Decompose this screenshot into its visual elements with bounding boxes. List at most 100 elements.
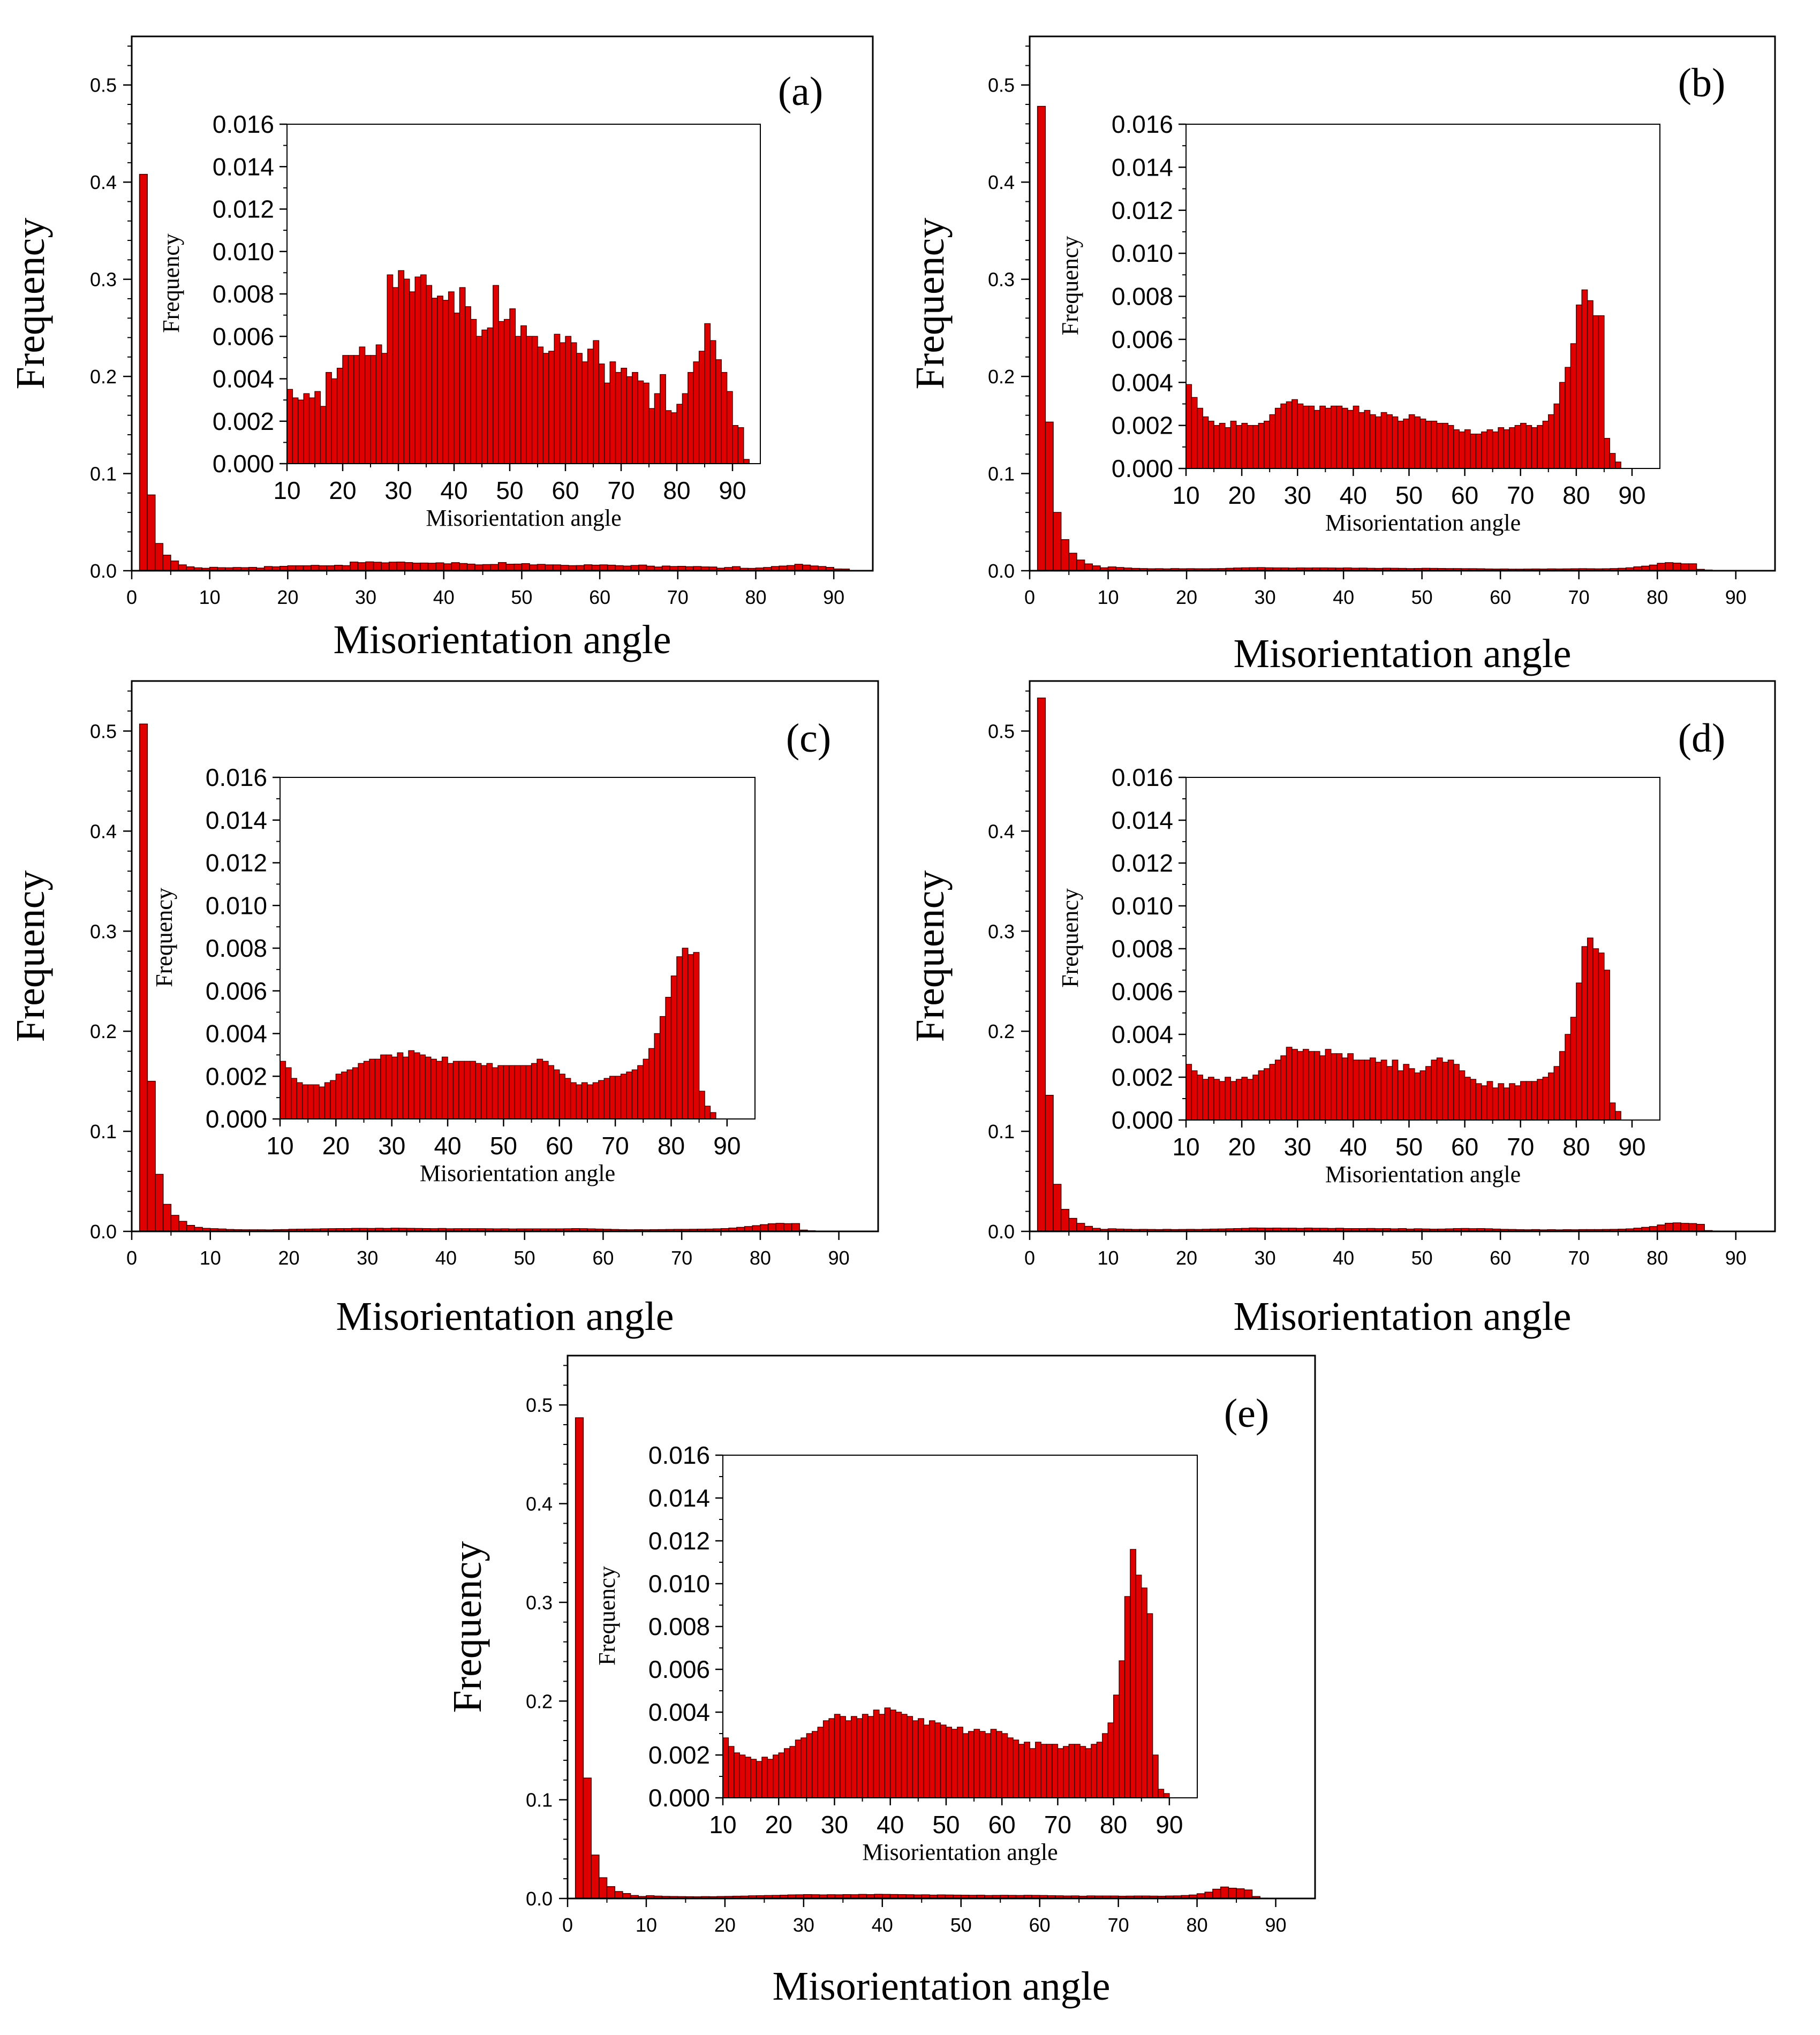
main-a-y-tick-label: 0.4	[90, 171, 117, 193]
main-c-bar	[139, 723, 148, 1232]
main-d-x-tick-label: 90	[1725, 1247, 1747, 1269]
panel-a: 0 10 20 30 40 50 60 70 80 90 0.0 0.1 0.2 0.3 0.4 0.5 Mis…	[8, 35, 874, 662]
main-d-x-tick-label: 10	[1098, 1247, 1119, 1269]
inset-c-bar	[452, 1061, 459, 1119]
inset-a-bar	[503, 319, 510, 464]
main-d-bar	[1680, 1223, 1689, 1232]
inset-b-bar	[1386, 414, 1393, 469]
inset-b-bar	[1286, 401, 1293, 469]
inset-d-bar	[1609, 1102, 1616, 1121]
main-a-bar	[388, 562, 398, 571]
panel-c: 0 10 20 30 40 50 60 70 80 90 0.0 0.1 0.2 0.3 0.4 0.5 Mis…	[8, 680, 879, 1339]
inset-e-bar	[734, 1752, 740, 1798]
inset-b-x-tick-label: 20	[1228, 481, 1256, 509]
main-e-y-tick-label: 0.2	[526, 1690, 553, 1712]
inset-b-bar	[1609, 453, 1616, 469]
inset-a-bar	[648, 408, 655, 464]
inset-c-bar	[319, 1086, 326, 1119]
inset-b-bar	[1431, 420, 1438, 469]
inset-c-bar	[676, 956, 683, 1119]
inset-e-bar	[1001, 1733, 1008, 1798]
inset-d-bar	[1191, 1070, 1198, 1121]
inset-d-bar	[1464, 1077, 1471, 1121]
inset-b-bar	[1302, 405, 1309, 469]
inset-b-bar	[1380, 412, 1387, 469]
inset-e-bar	[812, 1731, 818, 1798]
main-e-x-tick-label: 40	[872, 1914, 893, 1936]
main-a-bar	[497, 562, 507, 571]
inset-d-bar	[1392, 1060, 1399, 1121]
inset-a-bar	[353, 355, 360, 464]
inset-a-y-axis-title: Frequency	[158, 233, 184, 333]
inset-d-bar	[1453, 1064, 1460, 1121]
inset-a-y-tick-label: 0.014	[213, 153, 274, 180]
main-c-bar	[760, 1224, 769, 1232]
inset-b-bar	[1213, 425, 1220, 469]
inset-e-bar	[1007, 1737, 1014, 1798]
inset-d-bar	[1442, 1062, 1449, 1121]
inset-c-bar	[626, 1071, 633, 1119]
inset-c-bar	[559, 1073, 565, 1119]
inset-c-x-tick-label: 40	[434, 1132, 461, 1160]
main-a-bar	[802, 564, 811, 571]
main-a-bar	[599, 564, 608, 571]
main-c-bar	[186, 1224, 195, 1232]
main-e-x-axis-title: Misorientation angle	[772, 1964, 1110, 2009]
main-a-x-tick-label: 10	[199, 586, 221, 608]
main-b-bar	[1060, 539, 1070, 571]
inset-e-bar	[817, 1727, 824, 1798]
main-c-x-axis-title: Misorientation angle	[336, 1294, 674, 1339]
inset-e-bar	[990, 1729, 997, 1798]
inset-a-bar	[326, 372, 332, 464]
inset-e-bar	[923, 1724, 930, 1798]
inset-c-x-tick-label: 20	[322, 1132, 350, 1160]
inset-a-bar	[693, 361, 700, 464]
inset-b-bar	[1225, 427, 1231, 469]
inset-a-bar	[448, 291, 455, 464]
inset-e-bar	[1096, 1742, 1103, 1798]
inset-b-bar	[1581, 289, 1588, 469]
main-d-y-tick-label: 0.3	[988, 920, 1015, 942]
inset-b-bar	[1347, 410, 1354, 469]
inset-e-bar	[1085, 1748, 1092, 1798]
inset-e-bar	[1163, 1793, 1170, 1798]
inset-c-y-tick-label: 0.008	[206, 934, 267, 962]
inset-e-bar	[801, 1737, 807, 1798]
inset-a-x-tick-label: 20	[329, 476, 356, 504]
inset-d-bar	[1252, 1075, 1259, 1121]
main-d-x-tick-label: 20	[1176, 1247, 1197, 1269]
inset-a-bar	[637, 380, 644, 464]
inset-a-bar	[570, 342, 577, 464]
main-a-bar	[451, 562, 460, 571]
inset-a-bar	[743, 459, 750, 464]
inset-d-bar	[1313, 1051, 1320, 1121]
inset-d-bar	[1419, 1070, 1426, 1121]
main-b-x-tick-label: 80	[1647, 586, 1668, 608]
inset-c-bar	[615, 1076, 622, 1119]
inset-e-bar	[912, 1720, 919, 1798]
inset-c-bar	[665, 997, 672, 1119]
inset-c-bar	[525, 1065, 532, 1119]
inset-c-bar	[302, 1084, 308, 1119]
inset-b-bar	[1219, 422, 1226, 469]
inset-e-x-tick-label: 70	[1044, 1811, 1071, 1839]
inset-e-bar	[934, 1722, 941, 1798]
inset-a-bar	[364, 355, 371, 464]
inset-a-bar	[520, 325, 527, 464]
inset-e-bar	[1018, 1744, 1025, 1798]
inset-a-bar	[392, 287, 399, 464]
inset-b-bar	[1308, 405, 1315, 469]
inset-a-bar	[632, 372, 638, 464]
main-e-bar	[1228, 1888, 1237, 1899]
inset-c-bar	[688, 954, 694, 1119]
main-d-y-tick-label: 0.4	[988, 820, 1015, 842]
main-d-bar	[1657, 1224, 1666, 1232]
inset-d-bar	[1375, 1062, 1382, 1121]
inset-a-bar	[676, 404, 683, 464]
inset-c-bar	[503, 1065, 510, 1119]
inset-e-bar	[895, 1712, 902, 1798]
inset-a-bar	[481, 329, 488, 464]
inset-d-bar	[1559, 1051, 1566, 1121]
panel-label-b: (b)	[1678, 60, 1726, 105]
inset-a-x-tick-label: 70	[607, 476, 635, 504]
